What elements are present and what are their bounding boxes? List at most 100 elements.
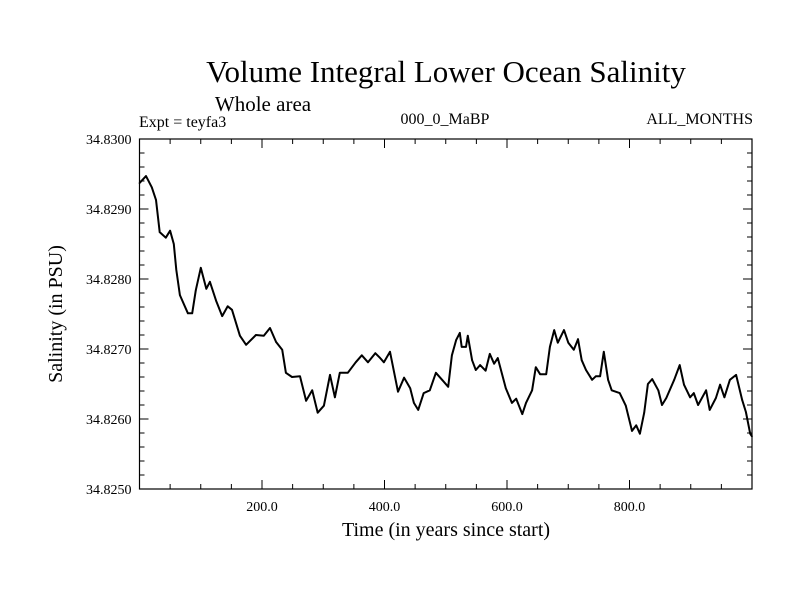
data-point [226, 305, 229, 308]
data-point [493, 362, 495, 365]
data-point [291, 376, 293, 378]
data-point [323, 404, 325, 407]
data-point [729, 379, 731, 381]
data-point [745, 411, 747, 413]
data-point [311, 389, 314, 392]
data-point [665, 397, 668, 399]
data-point [299, 375, 301, 378]
data-point [285, 372, 287, 374]
x-tick-label: 200.0 [246, 500, 278, 515]
data-point [647, 383, 649, 385]
data-point [413, 402, 415, 404]
y-tick-label: 34.8300 [86, 133, 132, 148]
period-label: 000_0_MaBP [401, 111, 490, 128]
data-point [599, 375, 601, 378]
data-point [539, 373, 541, 376]
data-point [269, 327, 271, 329]
data-point [479, 364, 481, 366]
data-point [334, 396, 336, 399]
data-point [577, 338, 579, 341]
data-point [580, 359, 583, 362]
data-point [553, 329, 555, 331]
data-point [567, 341, 570, 344]
data-point [471, 359, 473, 362]
data-point [625, 404, 627, 407]
y-tick-label: 34.8290 [86, 203, 132, 218]
data-point [607, 379, 609, 381]
data-point [191, 312, 193, 315]
axes [138, 138, 753, 490]
data-point [195, 289, 197, 292]
data-point [749, 432, 751, 435]
data-point [145, 175, 147, 177]
data-point [460, 346, 463, 348]
ticks [139, 139, 752, 489]
data-point [591, 379, 593, 381]
data-point [497, 357, 499, 359]
tick-labels: 200.0 400.0 600.0 800.0 34.8250 34.8260 34.827… [86, 133, 645, 515]
data-point [459, 332, 461, 334]
data-point [618, 392, 621, 394]
data-point [511, 402, 513, 404]
data-point [451, 354, 453, 357]
data-point [263, 334, 265, 337]
data-point [209, 281, 211, 283]
chart-title: Volume Integral Lower Ocean Salinity [206, 54, 686, 89]
data-point [199, 267, 202, 269]
data-point [651, 378, 653, 380]
data-point [281, 348, 284, 351]
data-point [534, 366, 537, 369]
y-tick-label: 34.8280 [86, 273, 132, 288]
data-point [354, 361, 357, 364]
data-point [215, 299, 217, 302]
data-point [639, 432, 641, 435]
data-point [346, 372, 349, 374]
data-point [673, 379, 676, 381]
data-point [741, 399, 743, 401]
data-point [275, 341, 277, 343]
series-line-salinity [138, 175, 753, 438]
data-point [751, 435, 753, 438]
series-group [138, 175, 753, 438]
data-point [417, 409, 419, 411]
data-point [403, 376, 405, 379]
data-point [474, 369, 477, 371]
data-point [697, 404, 699, 406]
data-point [631, 430, 633, 432]
data-point [367, 361, 369, 364]
data-point [563, 329, 565, 331]
data-point [379, 357, 382, 359]
data-point [231, 309, 233, 311]
x-tick-label: 800.0 [614, 500, 646, 515]
data-point [316, 411, 319, 414]
data-point [465, 346, 467, 348]
data-point [545, 373, 547, 376]
data-point [338, 372, 341, 374]
data-point [602, 351, 605, 353]
data-point [585, 369, 587, 371]
data-point [735, 374, 737, 376]
data-point [187, 312, 189, 315]
data-point [689, 396, 691, 399]
data-point [635, 424, 638, 427]
data-point [221, 315, 223, 317]
data-point [521, 413, 524, 415]
data-point [245, 344, 247, 346]
plot-frame [138, 138, 753, 490]
x-tick-label: 400.0 [369, 500, 401, 515]
data-point [165, 236, 167, 239]
data-point [429, 389, 431, 392]
data-point [549, 346, 551, 348]
data-point [383, 361, 385, 364]
data-point [255, 334, 257, 336]
data-point [155, 199, 157, 201]
data-point [489, 353, 491, 355]
data-point [705, 389, 707, 392]
data-point [447, 386, 450, 388]
data-point [715, 397, 717, 399]
data-point [531, 389, 533, 392]
data-point [661, 404, 663, 406]
data-point [441, 379, 443, 381]
data-point [158, 231, 161, 233]
